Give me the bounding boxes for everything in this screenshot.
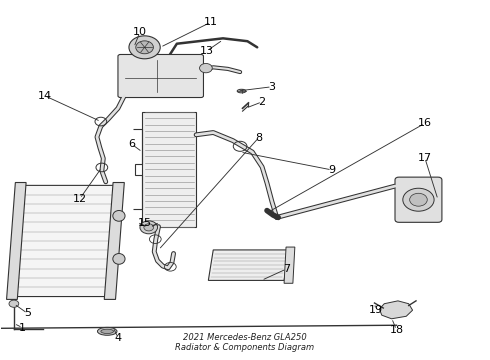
Circle shape — [136, 41, 153, 54]
Circle shape — [129, 36, 160, 59]
Polygon shape — [143, 112, 196, 226]
Polygon shape — [11, 185, 116, 297]
Text: 2021 Mercedes-Benz GLA250
Radiator & Components Diagram: 2021 Mercedes-Benz GLA250 Radiator & Com… — [175, 333, 315, 352]
Text: 4: 4 — [114, 333, 122, 343]
Text: 5: 5 — [24, 309, 31, 318]
Text: 7: 7 — [283, 264, 290, 274]
Ellipse shape — [113, 253, 125, 264]
Ellipse shape — [101, 329, 114, 333]
Circle shape — [410, 193, 427, 206]
Circle shape — [403, 188, 434, 211]
FancyBboxPatch shape — [395, 177, 442, 222]
Text: 16: 16 — [418, 118, 432, 128]
Polygon shape — [379, 301, 413, 319]
Text: 10: 10 — [133, 27, 147, 37]
Text: 15: 15 — [138, 218, 152, 228]
Text: 18: 18 — [390, 325, 404, 335]
Text: 19: 19 — [369, 305, 383, 315]
Text: 11: 11 — [204, 17, 218, 27]
Text: 3: 3 — [269, 82, 275, 92]
Text: 8: 8 — [255, 133, 262, 143]
Text: 14: 14 — [38, 91, 52, 101]
Text: 12: 12 — [73, 194, 87, 204]
Polygon shape — [6, 183, 26, 300]
Text: 17: 17 — [418, 153, 432, 163]
Text: 9: 9 — [328, 165, 336, 175]
Polygon shape — [104, 183, 124, 300]
Polygon shape — [208, 250, 289, 280]
Circle shape — [199, 63, 212, 73]
Polygon shape — [284, 247, 295, 283]
Ellipse shape — [98, 327, 117, 335]
Text: 2: 2 — [259, 97, 266, 107]
Ellipse shape — [113, 211, 125, 221]
Text: 6: 6 — [128, 139, 135, 149]
Ellipse shape — [237, 89, 246, 93]
Circle shape — [9, 300, 19, 307]
Circle shape — [144, 224, 154, 231]
Circle shape — [140, 221, 158, 234]
Text: 13: 13 — [200, 46, 214, 56]
FancyBboxPatch shape — [118, 54, 203, 98]
Text: 1: 1 — [19, 323, 26, 333]
